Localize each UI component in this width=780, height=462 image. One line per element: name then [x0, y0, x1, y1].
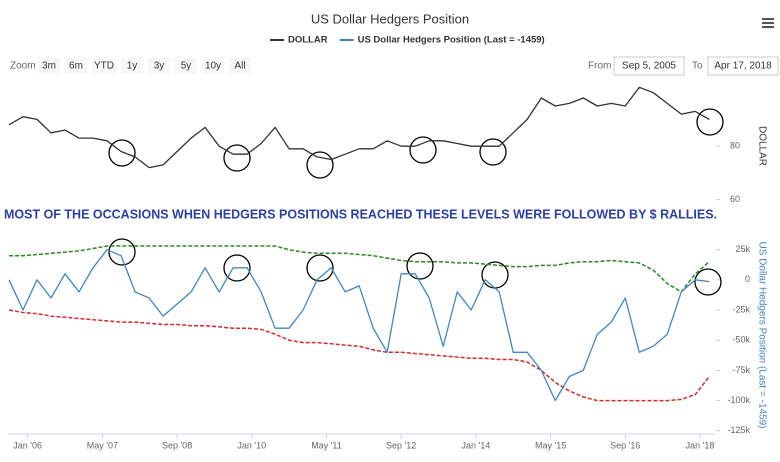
zoom-button[interactable] — [148, 58, 170, 74]
y-tick-label: 0 — [745, 274, 750, 284]
zoom-button[interactable] — [202, 58, 224, 74]
series-line — [9, 245, 710, 293]
x-tick-label: Jan '10 — [237, 440, 266, 450]
zoom-button[interactable] — [92, 58, 116, 74]
zoom-button[interactable] — [175, 58, 197, 74]
y-tick-label: -50k — [732, 335, 750, 345]
y-tick-label: -100k — [727, 395, 750, 405]
x-tick-label: Sep '16 — [610, 440, 640, 450]
zoom-button-label: 3y — [154, 61, 165, 72]
x-tick-label: Jan '06 — [13, 440, 42, 450]
zoom-button-label: 3m — [42, 61, 56, 72]
x-tick-label: Jan '18 — [686, 440, 715, 450]
chart-title: US Dollar Hedgers Position — [311, 11, 469, 26]
y-tick-label: -25k — [732, 304, 750, 314]
zoom-button-label: 10y — [205, 61, 221, 72]
x-tick-label: May '07 — [87, 440, 118, 450]
from-label: From — [588, 61, 611, 72]
zoom-button-label: 6m — [69, 61, 83, 72]
y2-axis-title: US Dollar Hedgers Position (Last = -1459… — [756, 241, 767, 428]
zoom-button[interactable] — [65, 58, 87, 74]
from-input[interactable] — [613, 56, 685, 76]
menu-icon[interactable] — [762, 18, 774, 28]
series-line — [8, 249, 710, 402]
y-tick-label: 25k — [735, 244, 750, 254]
zoom-button-label: 1y — [127, 61, 138, 72]
annotation: MOST OF THE OCCASIONS WHEN HEDGERS POSIT… — [4, 207, 717, 221]
x-tick-label: Jan '14 — [462, 440, 491, 450]
from-date: Sep 5, 2005 — [622, 61, 676, 72]
series-line — [8, 309, 710, 402]
x-tick-label: Sep '08 — [162, 440, 192, 450]
legend-label: US Dollar Hedgers Position (Last = -1459… — [358, 35, 545, 46]
x-tick-label: May '11 — [311, 440, 342, 450]
x-tick-label: Sep '12 — [386, 440, 416, 450]
x-tick-label: May '15 — [535, 440, 566, 450]
legend-label: DOLLAR — [288, 35, 328, 46]
zoom-button-label: All — [234, 61, 245, 72]
annotation-circles — [108, 108, 724, 296]
zoom-button[interactable] — [121, 58, 143, 74]
y-tick-label: 80 — [730, 141, 740, 151]
y-axis-title: DOLLAR — [756, 126, 767, 166]
zoom-button-label: YTD — [94, 61, 114, 72]
zoom-buttons: 3m 6m YTD 1y 3y 5y 10y All — [38, 58, 251, 74]
legend: DOLLAR US Dollar Hedgers Position (Last =… — [270, 35, 545, 46]
y-tick-label: -125k — [727, 425, 750, 435]
series-line — [8, 86, 710, 169]
to-date: Apr 17, 2018 — [714, 61, 772, 72]
y-tick-label: -75k — [732, 365, 750, 375]
y-tick-label: 60 — [730, 194, 740, 204]
to-input[interactable] — [707, 56, 779, 76]
zoom-label: Zoom — [10, 61, 36, 72]
zoom-button-label: 5y — [181, 61, 192, 72]
zoom-button[interactable] — [38, 58, 60, 74]
to-label: To — [692, 61, 703, 72]
zoom-button[interactable] — [229, 58, 251, 74]
